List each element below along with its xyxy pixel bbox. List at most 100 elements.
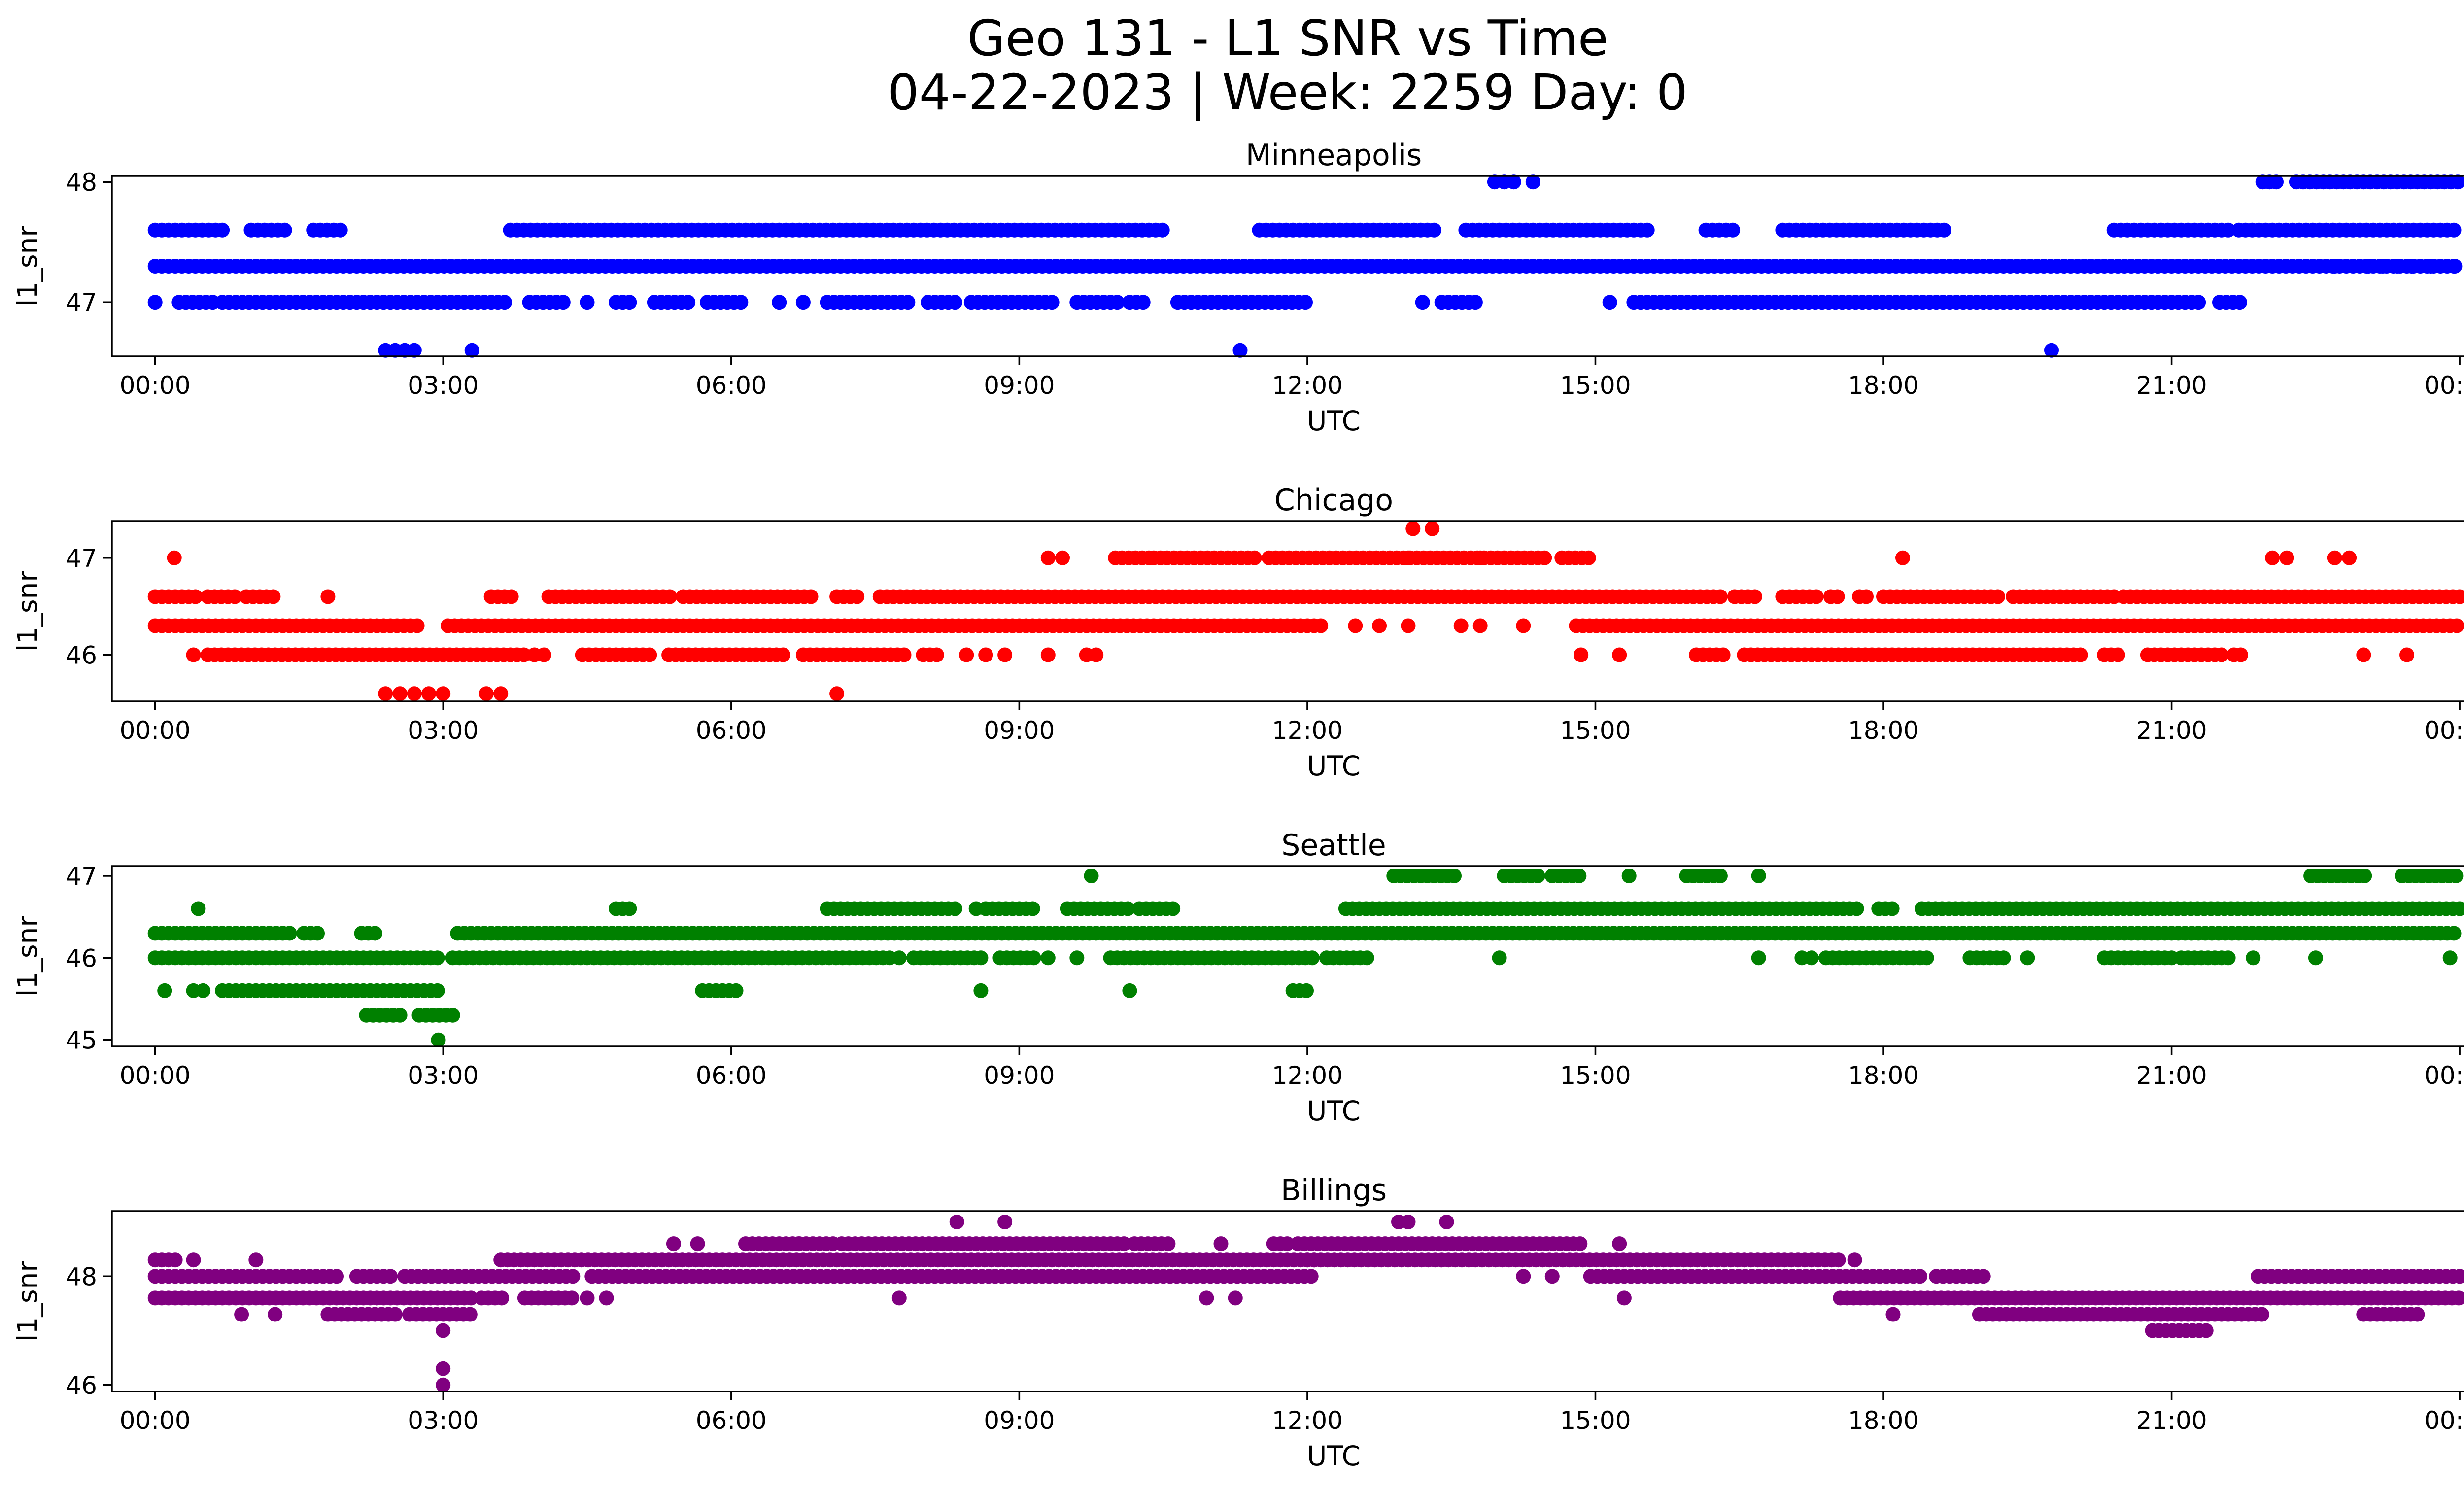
y-axis-label: l1_snr	[12, 571, 43, 652]
data-point	[436, 1377, 451, 1392]
data-point	[1040, 950, 1056, 966]
figure-title-line1: Geo 131 - L1 SNR vs Time	[967, 9, 1608, 67]
data-point	[387, 1307, 403, 1322]
x-tick-label: 03:00	[408, 371, 479, 400]
data-point	[1919, 950, 1934, 966]
data-point	[186, 1252, 201, 1268]
data-point	[234, 1307, 249, 1322]
data-point	[2308, 950, 2323, 966]
data-point	[690, 1236, 705, 1252]
data-point	[580, 1290, 595, 1306]
data-point	[1359, 950, 1374, 966]
data-point	[1472, 618, 1488, 633]
data-point	[1298, 295, 1313, 310]
data-point	[2452, 589, 2464, 604]
data-point	[2198, 1323, 2214, 1338]
data-point	[2279, 550, 2294, 565]
x-tick-label: 21:00	[2136, 371, 2207, 400]
data-point	[681, 295, 696, 310]
data-point	[1525, 174, 1540, 190]
data-point	[1715, 647, 1731, 662]
data-point	[772, 295, 787, 310]
data-point	[1847, 1252, 1862, 1268]
data-point	[1425, 521, 1440, 536]
data-point	[2020, 950, 2035, 966]
data-point	[392, 686, 408, 701]
data-point	[1232, 343, 1248, 358]
y-tick-label: 46	[66, 1371, 97, 1400]
data-point	[1612, 647, 1627, 662]
data-point	[1089, 647, 1104, 662]
data-point	[1913, 1269, 1928, 1284]
y-axis-label: l1_snr	[12, 226, 43, 307]
data-point	[1712, 869, 1728, 883]
data-point	[2327, 550, 2342, 565]
data-point	[1213, 1236, 1229, 1252]
data-point	[1712, 589, 1728, 604]
y-axis-label: l1_snr	[12, 1261, 43, 1342]
data-point	[157, 983, 172, 998]
data-point	[410, 618, 425, 633]
data-point	[1280, 1236, 1295, 1252]
data-point	[1165, 901, 1181, 916]
data-point	[2375, 259, 2391, 274]
data-point	[1492, 950, 1507, 966]
data-point	[2342, 550, 2357, 565]
data-point	[1804, 950, 1819, 966]
data-point	[1026, 950, 1041, 966]
data-point	[599, 1290, 614, 1306]
data-point	[1884, 901, 1900, 916]
x-tick-label: 00:00	[120, 1406, 191, 1435]
data-point	[1025, 901, 1040, 916]
panel-seattle: Seattle 00:00 03:00 06:00 09:00 12:00 15:00 18:…	[12, 828, 2464, 1127]
data-point	[1996, 950, 2011, 966]
data-point	[1831, 1252, 1846, 1268]
x-tick-label: 12:00	[1272, 371, 1343, 400]
x-tick-label: 18:00	[1848, 716, 1919, 745]
data-point	[436, 1361, 451, 1376]
data-point	[1574, 647, 1589, 662]
data-point	[662, 589, 678, 604]
data-point	[167, 550, 182, 565]
x-tick-label: 03:00	[408, 1406, 479, 1435]
data-point	[1468, 295, 1483, 310]
y-tick-label: 45	[66, 1026, 97, 1055]
x-tick-label: 18:00	[1848, 1061, 1919, 1090]
x-tick-label: 00:00	[120, 716, 191, 745]
data-point	[891, 1290, 907, 1306]
data-point	[1537, 550, 1552, 565]
data-point	[329, 1269, 344, 1284]
data-point	[266, 589, 281, 604]
data-point	[1405, 521, 1421, 536]
data-point	[188, 589, 203, 604]
data-point	[268, 1307, 283, 1322]
x-tick-label: 09:00	[984, 1061, 1055, 1090]
data-point	[2404, 259, 2419, 274]
data-point	[1809, 589, 1824, 604]
data-point	[2327, 259, 2342, 274]
x-tick-label: 12:00	[1272, 1061, 1343, 1090]
x-tick-label: 21:00	[2136, 1406, 2207, 1435]
data-point	[2451, 1290, 2464, 1306]
panel-title: Chicago	[1274, 483, 1393, 518]
x-tick-label: 00:00	[2424, 1061, 2464, 1090]
x-tick-label: 00:00	[2424, 716, 2464, 745]
data-point	[1116, 1236, 1131, 1252]
data-point	[555, 295, 571, 310]
data-point	[2399, 647, 2414, 662]
data-point	[622, 901, 637, 916]
x-tick-label: 03:00	[408, 1061, 479, 1090]
data-point	[1247, 550, 1262, 565]
data-point	[1120, 901, 1135, 916]
data-point	[1936, 222, 1951, 238]
data-point	[2254, 1307, 2269, 1322]
data-point	[1885, 1307, 1901, 1322]
x-tick-label: 12:00	[1272, 716, 1343, 745]
data-point	[1372, 618, 1387, 633]
data-point	[1304, 950, 1320, 966]
data-point	[282, 926, 297, 941]
panel-title: Seattle	[1281, 828, 1386, 863]
data-point	[1044, 295, 1060, 310]
y-tick-label: 46	[66, 641, 97, 670]
data-point	[2450, 174, 2464, 190]
